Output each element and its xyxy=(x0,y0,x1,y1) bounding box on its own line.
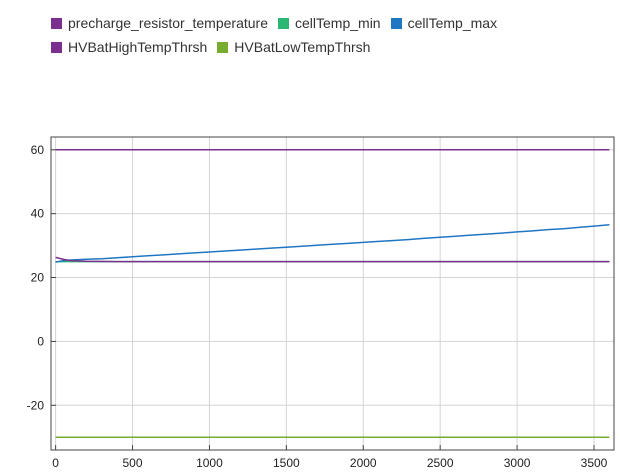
tick-labels: 0 500 1000 1500 2000 2500 3000 3500 -20 0 20 40 60 xyxy=(27,143,608,470)
x-tick-label-3000: 3000 xyxy=(504,456,531,470)
legend-swatch-celltemp-max xyxy=(390,17,402,29)
legend-item-precharge-resistor-temperature[interactable]: precharge_resistor_temperature xyxy=(51,11,268,35)
legend: precharge_resistor_temperature cellTemp_… xyxy=(51,11,611,59)
y-tick-label--20: -20 xyxy=(27,398,45,412)
legend-item-hvbat-high-temp-thrsh[interactable]: HVBatHighTempThrsh xyxy=(51,35,207,59)
legend-label-celltemp-min: cellTemp_min xyxy=(295,15,381,31)
x-tick-label-3500: 3500 xyxy=(581,456,608,470)
legend-label-precharge-resistor-temperature: precharge_resistor_temperature xyxy=(68,15,268,31)
legend-item-celltemp-min[interactable]: cellTemp_min xyxy=(278,11,381,35)
series-line-precharge-resistor-temperature xyxy=(55,256,610,263)
legend-label-celltemp-max: cellTemp_max xyxy=(407,15,498,31)
legend-label-hvbat-high-temp-thrsh: HVBatHighTempThrsh xyxy=(68,39,208,55)
legend-item-hvbat-low-temp-thrsh[interactable]: HVBatLowTempThrsh xyxy=(217,35,370,59)
x-tick-label-1500: 1500 xyxy=(273,456,300,470)
plot-area-border xyxy=(50,136,615,451)
legend-swatch-precharge-resistor-temperature xyxy=(51,17,62,29)
x-tick-label-1000: 1000 xyxy=(196,456,223,470)
y-tick-label-60: 60 xyxy=(31,143,45,157)
legend-swatch-hvbat-low-temp-thrsh xyxy=(217,41,229,53)
series-layer xyxy=(55,149,610,438)
legend-row-2: HVBatHighTempThrsh HVBatLowTempThrsh xyxy=(51,35,611,59)
x-tick-label-2500: 2500 xyxy=(427,456,454,470)
y-tick-label-20: 20 xyxy=(31,271,45,285)
series-line-celltemp-max xyxy=(55,224,610,263)
legend-swatch-celltemp-min xyxy=(278,17,289,29)
x-tick-label-2000: 2000 xyxy=(350,456,377,470)
x-tick-label-0: 0 xyxy=(52,456,59,470)
x-tick-label-500: 500 xyxy=(123,456,143,470)
legend-label-hvbat-low-temp-thrsh: HVBatLowTempThrsh xyxy=(234,39,371,55)
legend-swatch-hvbat-high-temp-thrsh xyxy=(51,41,62,53)
y-tick-label-0: 0 xyxy=(37,334,44,348)
legend-row-1: precharge_resistor_temperature cellTemp_… xyxy=(51,11,611,35)
y-tick-label-40: 40 xyxy=(31,207,45,221)
legend-item-celltemp-max[interactable]: cellTemp_max xyxy=(390,11,498,35)
axes xyxy=(50,136,615,451)
grid xyxy=(51,137,614,450)
